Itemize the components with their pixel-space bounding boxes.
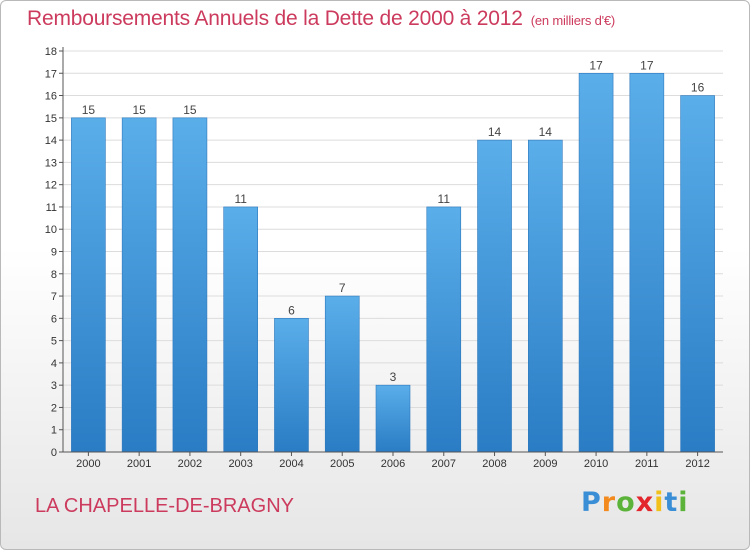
- x-tick-label: 2009: [533, 458, 557, 470]
- bar: [426, 206, 462, 453]
- y-tick-label: 15: [45, 113, 57, 125]
- bar: [578, 72, 614, 453]
- x-tick-label: 2003: [228, 458, 252, 470]
- y-tick-label: 4: [51, 358, 57, 370]
- logo-letter: o: [616, 487, 636, 518]
- y-tick-label: 8: [51, 269, 57, 281]
- x-tick-label: 2001: [127, 458, 151, 470]
- logo-letter: i: [678, 487, 689, 518]
- bar: [680, 95, 715, 453]
- x-tick-label: 2008: [482, 458, 506, 470]
- bar-value-label: 16: [691, 81, 705, 95]
- bar-value-label: 15: [132, 103, 146, 117]
- bar: [629, 72, 665, 453]
- town-name: LA CHAPELLE-DE-BRAGNY: [35, 495, 294, 517]
- bar-value-label: 6: [288, 303, 295, 317]
- bar-value-label: 15: [183, 103, 197, 117]
- logo-letter: P: [581, 487, 602, 518]
- bar: [71, 117, 106, 453]
- y-tick-label: 16: [45, 91, 57, 103]
- x-tick-label: 2000: [76, 458, 100, 470]
- bar-value-label: 14: [539, 125, 553, 139]
- logo-letter: x: [635, 487, 655, 518]
- y-tick-label: 5: [51, 336, 57, 348]
- y-tick-label: 7: [51, 291, 57, 303]
- logo-letter: r: [601, 487, 617, 518]
- x-tick-label: 2006: [381, 458, 405, 470]
- bar: [477, 139, 512, 453]
- bar: [121, 117, 157, 453]
- x-tick-label: 2007: [432, 458, 456, 470]
- y-tick-label: 10: [45, 224, 57, 236]
- x-tick-label: 2004: [279, 458, 303, 470]
- y-tick-label: 13: [45, 157, 57, 169]
- bar: [528, 139, 563, 453]
- x-tick-label: 2011: [635, 458, 659, 470]
- y-tick-label: 17: [45, 68, 57, 80]
- bar-value-label: 17: [589, 58, 603, 72]
- bar-value-label: 14: [488, 125, 502, 139]
- bar: [324, 295, 360, 453]
- y-tick-label: 12: [45, 180, 57, 192]
- title-text: Remboursements Annuels de la Dette de 20…: [27, 7, 523, 30]
- data-labels: 15 15 15 11 6 7 3 11 14 14 17 17 16: [82, 58, 705, 384]
- y-tick-label: 2: [51, 402, 57, 414]
- chart-title: Remboursements Annuels de la Dette de 20…: [27, 7, 615, 31]
- bar-value-label: 17: [640, 58, 654, 72]
- bar-value-label: 15: [82, 103, 96, 117]
- bar: [274, 318, 309, 453]
- y-tick-label: 18: [45, 46, 57, 58]
- logo-letter: i: [654, 487, 665, 518]
- y-tick-label: 6: [51, 313, 57, 325]
- x-tick-label: 2005: [330, 458, 354, 470]
- y-tick-label: 3: [51, 380, 57, 392]
- bar: [223, 206, 258, 453]
- bar-value-label: 3: [390, 370, 397, 384]
- bar-value-label: 11: [234, 192, 247, 206]
- y-tick-label: 1: [51, 425, 57, 437]
- y-tick-label: 0: [51, 447, 57, 459]
- logo-letter: t: [664, 487, 679, 518]
- bar-value-label: 11: [438, 192, 451, 206]
- bars: [71, 72, 715, 453]
- bar: [375, 384, 411, 453]
- x-tick-label: 2012: [685, 458, 709, 470]
- bar: [172, 117, 208, 453]
- y-tick-label: 9: [51, 247, 57, 259]
- y-tick-label: 14: [45, 135, 57, 147]
- proxiti-logo: Proxiti: [581, 487, 689, 518]
- y-tick-label: 11: [46, 202, 57, 214]
- unit-note: (en milliers d'€): [530, 13, 616, 28]
- x-tick-label: 2010: [584, 458, 608, 470]
- x-tick-label: 2002: [178, 458, 202, 470]
- bar-value-label: 7: [339, 281, 346, 295]
